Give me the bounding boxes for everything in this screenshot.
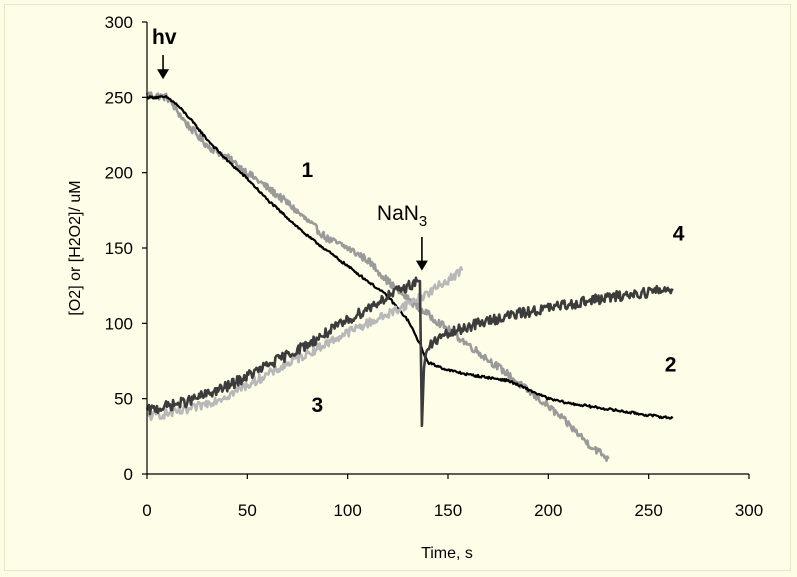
x-tick-label: 100 <box>333 501 361 520</box>
series-line-2 <box>146 95 674 420</box>
x-tick-label: 200 <box>534 501 562 520</box>
x-tick-label: 150 <box>434 501 462 520</box>
y-tick-label: 50 <box>114 390 133 409</box>
x-tick-label: 0 <box>142 501 151 520</box>
y-tick-label: 150 <box>105 239 133 258</box>
series-layer <box>145 91 674 462</box>
axes-layer <box>146 22 749 475</box>
annotation-label: 2 <box>665 354 677 377</box>
x-axis-title: Time, s <box>421 545 473 562</box>
y-tick-label: 0 <box>124 465 133 484</box>
series-line-3 <box>146 266 464 422</box>
annotation-label: hv <box>152 26 177 49</box>
x-tick-label: 300 <box>735 501 763 520</box>
x-tick-label: 250 <box>634 501 662 520</box>
y-tick-label: 200 <box>105 164 133 183</box>
y-tick-label: 100 <box>105 314 133 333</box>
annotation-layer: hv NaN3 1 2 3 4 <box>152 26 685 417</box>
series-line-4 <box>145 276 674 428</box>
tick-layer: 0 50 100 150 200 250 300 0 50 100 150 200 250 300 <box>105 13 764 520</box>
x-tick-label: 50 <box>238 501 257 520</box>
y-axis-title: [O2] or [H2O2]/ uM <box>67 180 84 315</box>
annotation-arrow-head <box>157 69 170 80</box>
annotation-label: 1 <box>302 159 314 182</box>
y-tick-label: 250 <box>105 88 133 107</box>
y-tick-label: 300 <box>105 13 133 32</box>
annotation-label: NaN3 <box>377 202 427 230</box>
annotation-label: 3 <box>312 394 324 417</box>
annotation-arrow-head <box>415 260 428 271</box>
annotation-label: 4 <box>673 222 685 245</box>
